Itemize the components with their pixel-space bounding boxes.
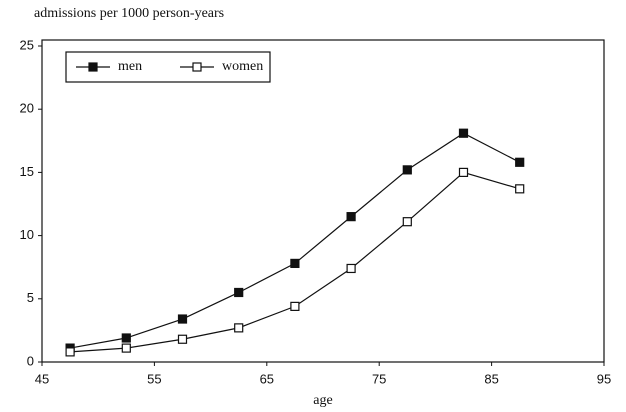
legend-label: men bbox=[118, 59, 142, 74]
point bbox=[515, 157, 525, 167]
y-tick-label: 15 bbox=[20, 164, 34, 179]
point bbox=[290, 301, 300, 311]
y-tick-label: 0 bbox=[27, 353, 34, 368]
point bbox=[515, 184, 525, 194]
point bbox=[177, 314, 188, 324]
x-tick-label: 65 bbox=[260, 371, 274, 386]
point bbox=[234, 323, 244, 333]
y-tick-label: 10 bbox=[20, 227, 34, 242]
x-tick-label: 75 bbox=[372, 371, 386, 386]
x-tick-label: 95 bbox=[597, 371, 611, 386]
point bbox=[346, 212, 356, 222]
y-tick-label: 5 bbox=[27, 290, 34, 305]
point bbox=[121, 333, 131, 343]
x-tick-label: 55 bbox=[147, 371, 161, 386]
point bbox=[290, 258, 300, 269]
point bbox=[65, 347, 75, 357]
legend-marker bbox=[192, 62, 202, 72]
plot-frame bbox=[41, 39, 605, 363]
point bbox=[177, 334, 188, 344]
point bbox=[402, 217, 412, 227]
point bbox=[346, 263, 356, 274]
x-tick-label: 85 bbox=[484, 371, 498, 386]
x-axis-title: age bbox=[313, 393, 332, 408]
y-axis-title: admissions per 1000 person-years bbox=[34, 6, 224, 21]
y-tick-label: 25 bbox=[20, 37, 34, 52]
point bbox=[458, 128, 469, 138]
legend-marker bbox=[88, 62, 98, 72]
series-line bbox=[69, 132, 520, 349]
point bbox=[458, 167, 469, 177]
point bbox=[121, 343, 131, 353]
y-tick-label: 20 bbox=[20, 101, 34, 116]
point bbox=[402, 165, 412, 175]
legend-label: women bbox=[222, 59, 263, 74]
x-tick-label: 45 bbox=[35, 371, 49, 386]
point bbox=[234, 287, 244, 298]
